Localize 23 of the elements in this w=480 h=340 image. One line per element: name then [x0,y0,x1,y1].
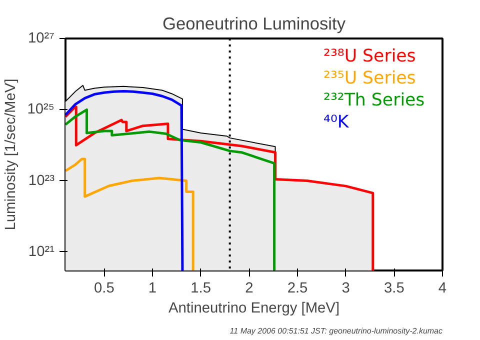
line-series [66,90,184,270]
y-axis-title: Luminosity [1/sec/MeV] [3,78,20,230]
x-tick-label: 0.5 [94,280,114,296]
text: ²³⁵U Series [324,68,416,88]
x-tick-label: 3.5 [384,280,404,296]
chart-title: Geoneutrino Luminosity [162,14,346,34]
line-series [66,158,194,270]
y-tick-label: 10²¹ [28,244,55,260]
x-tick-label: 4 [438,280,447,296]
x-tick-label: 2 [245,280,254,296]
text: ²³²Th Series [324,90,425,110]
x-tick-label: 1 [148,280,157,296]
text: ⁴⁰K [324,112,350,132]
line-series [66,108,276,270]
y-tick-label: 10²⁷ [28,30,55,46]
x-tick-label: 2.5 [287,280,308,296]
text: 11 May 2006 00:51:51 JST: geoneutrino-luminosity-2.kumac [230,326,443,336]
x-tick-label: 1.5 [190,280,212,296]
y-tick-label: 10²⁵ [27,102,55,118]
y-tick-label: 10²³ [28,172,55,189]
text: ²³⁸U Series [324,46,416,66]
x-tick-label: 3 [342,280,350,296]
x-axis-title: Antineutrino Energy [MeV] [168,300,340,316]
